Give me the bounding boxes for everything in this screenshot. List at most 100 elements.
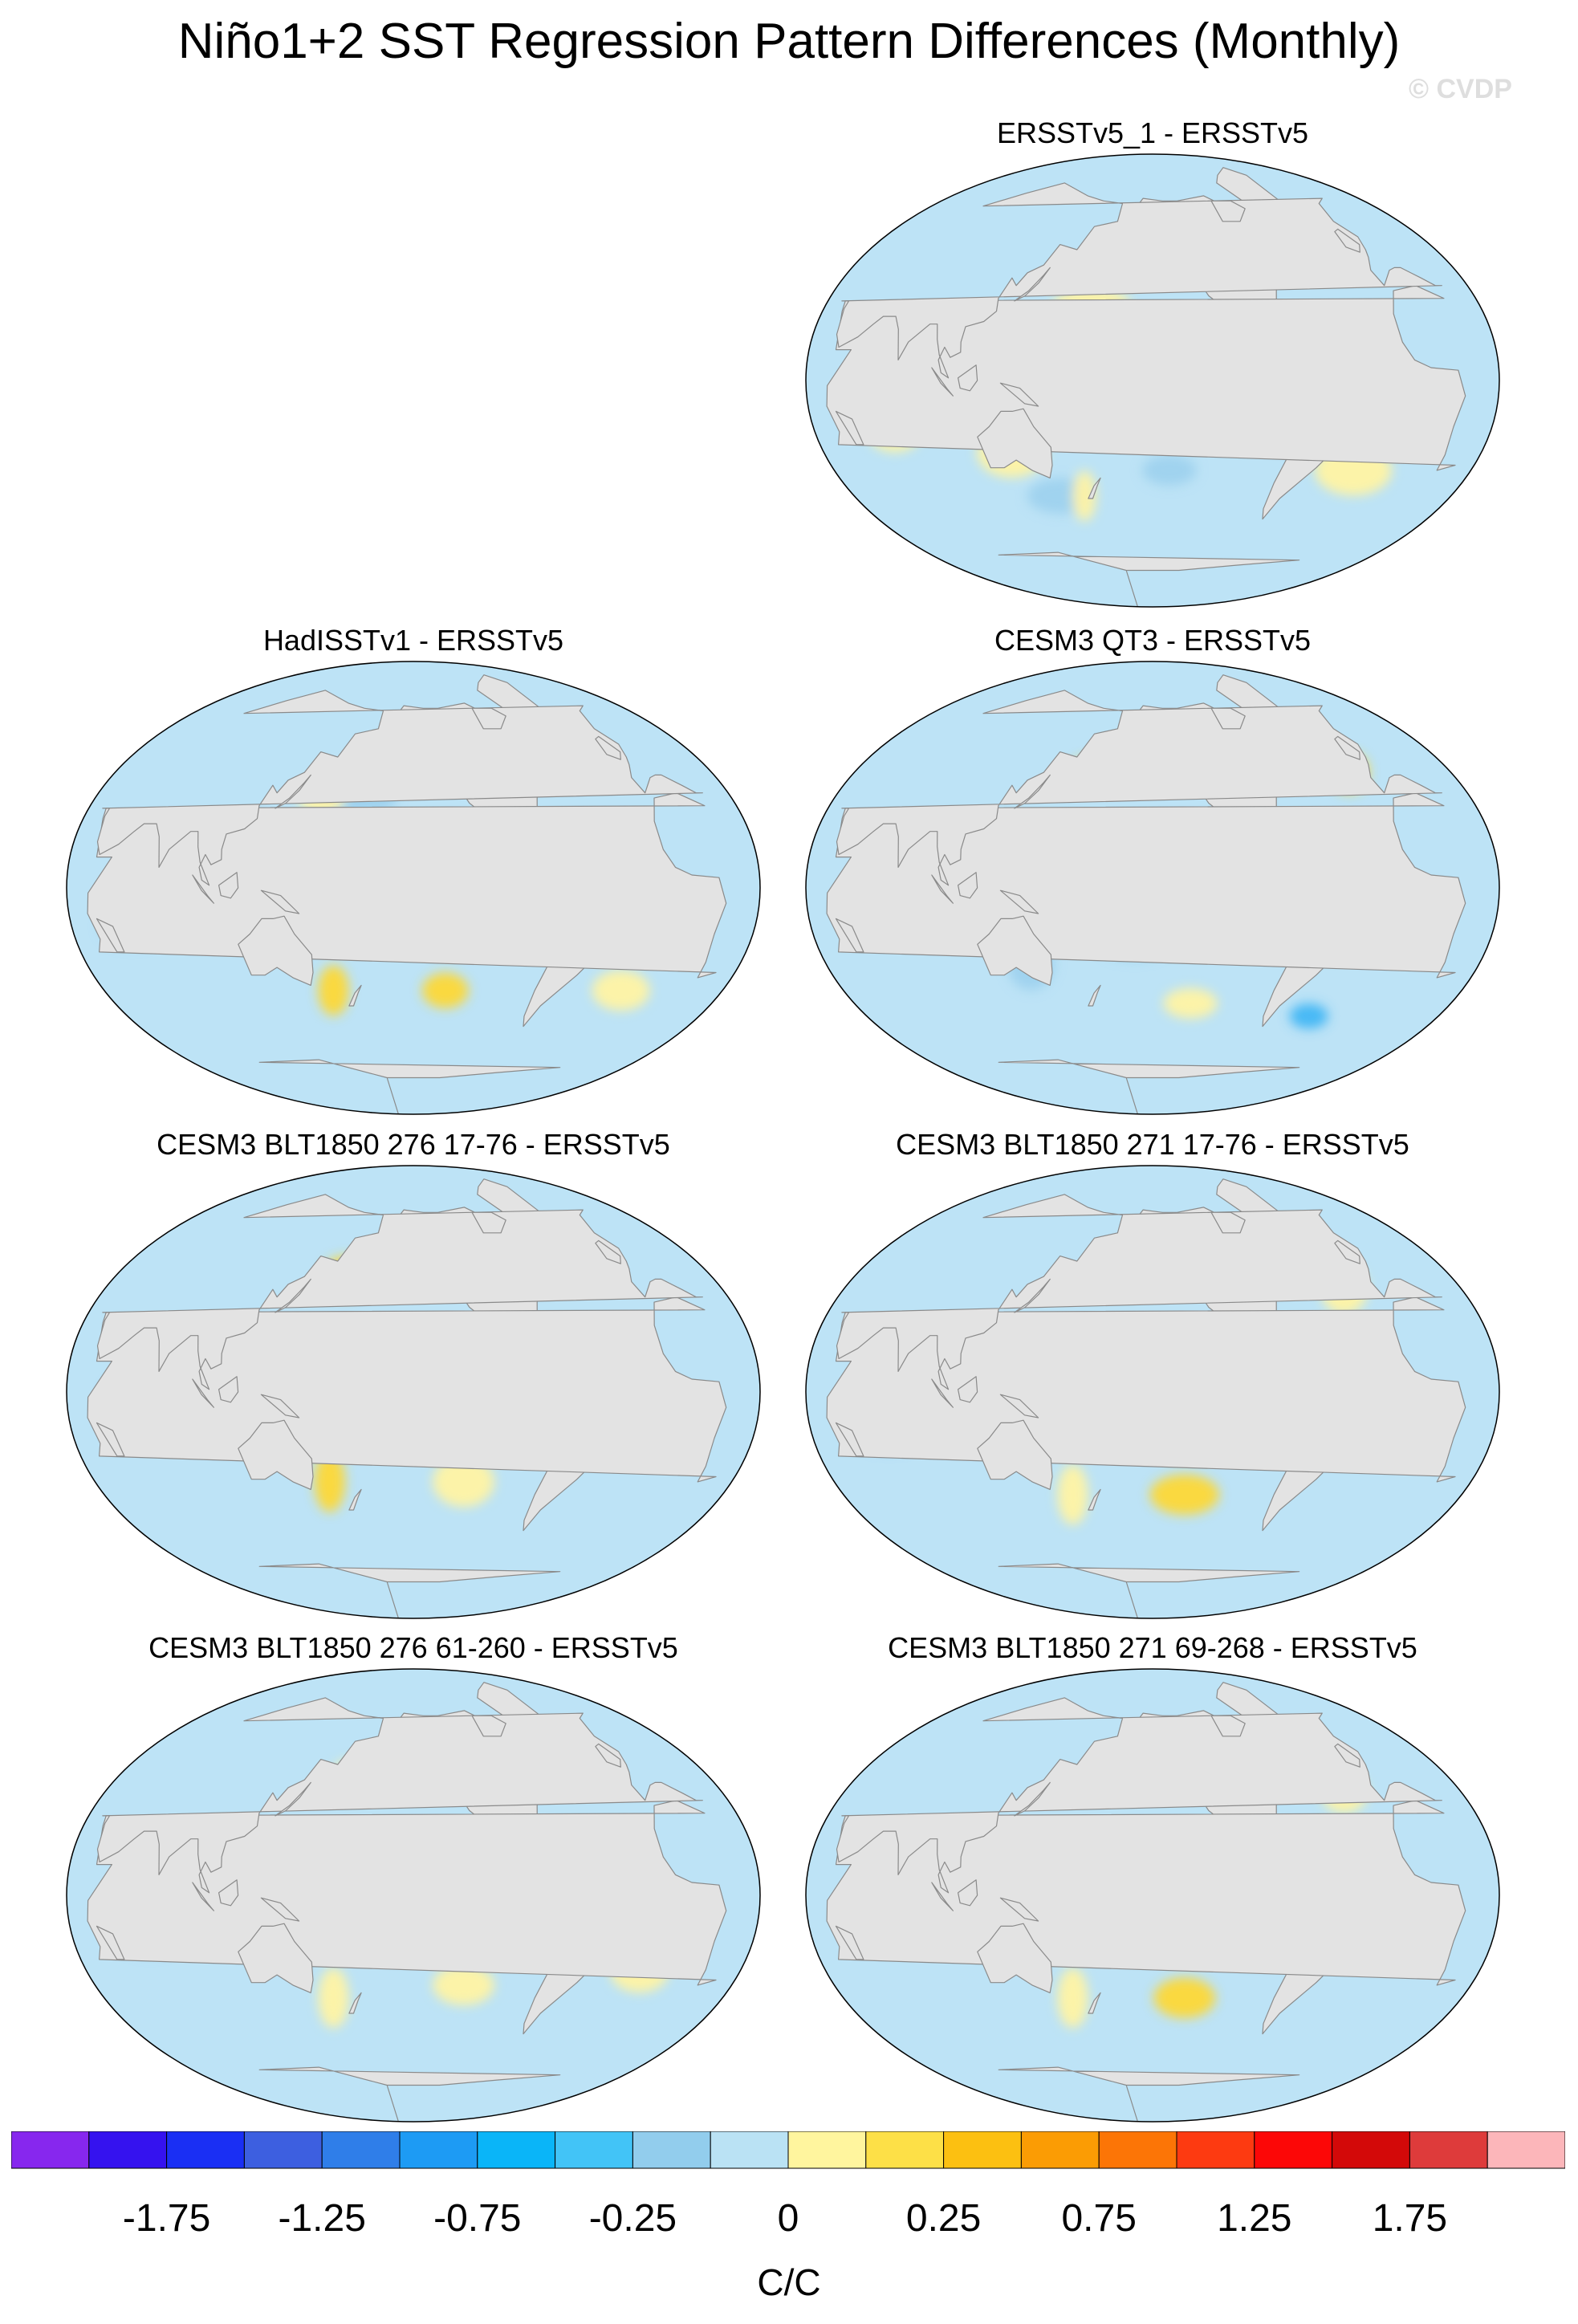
land-mass bbox=[192, 1378, 214, 1408]
colorbar-segment bbox=[1332, 2131, 1410, 2169]
colorbar-tick-label: -0.25 bbox=[589, 2197, 677, 2240]
colorbar-segment bbox=[166, 2131, 245, 2169]
land-mass bbox=[96, 1697, 703, 1894]
land-mass bbox=[931, 1882, 954, 1911]
land-mass bbox=[260, 1897, 300, 1922]
land-mass bbox=[192, 874, 214, 904]
colorbar-tick-label: -1.25 bbox=[278, 2197, 365, 2240]
colorbar-tick-label: 0.25 bbox=[906, 2197, 981, 2240]
land-mass bbox=[96, 1422, 125, 1457]
panel-title-6: CESM3 BLT1850 276 61-260 - ERSSTv5 bbox=[148, 1631, 678, 1664]
land-mass bbox=[258, 2066, 561, 2122]
land-mass bbox=[1014, 774, 1051, 809]
land-mass bbox=[218, 872, 239, 899]
land-mass bbox=[192, 1882, 214, 1911]
colorbar-tick-label: -1.75 bbox=[123, 2197, 210, 2240]
land-mass bbox=[1210, 1715, 1246, 1737]
map-panel-4: CESM3 BLT1850 276 17-76 - ERSSTv5 bbox=[60, 1130, 767, 1625]
land-mass bbox=[1334, 1239, 1360, 1264]
anomaly-region bbox=[1153, 1977, 1216, 2018]
land-mass bbox=[258, 1059, 561, 1114]
land-mass bbox=[931, 367, 954, 397]
map-panel-2: HadISSTv1 - ERSSTv5 bbox=[60, 626, 767, 1121]
land-mass bbox=[977, 915, 1053, 986]
land-mass bbox=[87, 1296, 727, 1483]
land-mass bbox=[826, 1296, 1466, 1483]
land-mass bbox=[1088, 1488, 1101, 1511]
land-mass bbox=[958, 872, 978, 899]
colorbar-segment bbox=[477, 2131, 556, 2169]
colorbar-segment bbox=[11, 2131, 90, 2169]
land-mass bbox=[348, 1992, 362, 2014]
land-mass bbox=[275, 1278, 311, 1313]
panel-title-2: HadISSTv1 - ERSSTv5 bbox=[262, 624, 564, 657]
land-mass bbox=[977, 408, 1053, 478]
robinson-map-2 bbox=[66, 661, 761, 1115]
land-mass bbox=[1334, 228, 1360, 253]
colorbar-segment bbox=[243, 2131, 323, 2169]
land-mass bbox=[836, 1697, 1442, 1894]
colorbar: -1.75 -1.25 -0.75 -0.25 0 0.25 0.75 1.25 1.75 bbox=[11, 2131, 1565, 2240]
land-mass bbox=[999, 1394, 1039, 1418]
colorbar-segment bbox=[632, 2131, 711, 2169]
land-mass bbox=[1210, 200, 1246, 222]
land-mass bbox=[96, 918, 125, 953]
land-mass bbox=[977, 1923, 1053, 1993]
colorbar-segment bbox=[88, 2131, 168, 2169]
land-mass bbox=[1014, 1781, 1051, 1817]
land-mass bbox=[836, 182, 1442, 379]
land-mass bbox=[931, 1378, 954, 1408]
land-mass bbox=[471, 1211, 506, 1234]
colorbar-tick-label: 1.25 bbox=[1217, 2197, 1291, 2240]
colorbar-segment bbox=[787, 2131, 867, 2169]
land-mass bbox=[1088, 984, 1101, 1007]
land-mass bbox=[238, 1923, 314, 1993]
land-mass bbox=[260, 1394, 300, 1418]
land-mass bbox=[958, 1879, 978, 1907]
land-mass bbox=[835, 918, 864, 953]
colorbar-segment bbox=[1098, 2131, 1177, 2169]
anomaly-region bbox=[1057, 1464, 1088, 1525]
anomaly-region bbox=[1142, 455, 1197, 486]
anomaly-region bbox=[1163, 988, 1218, 1019]
colorbar-tick-label: 0.75 bbox=[1061, 2197, 1136, 2240]
robinson-map-4 bbox=[66, 1165, 761, 1619]
land-mass bbox=[96, 1194, 703, 1390]
land-mass bbox=[1334, 1743, 1360, 1768]
land-mass bbox=[958, 364, 978, 392]
anomaly-region bbox=[433, 1964, 494, 2005]
anomaly-region bbox=[1057, 1968, 1088, 2029]
panel-title-4: CESM3 BLT1850 276 17-76 - ERSSTv5 bbox=[157, 1128, 670, 1161]
colorbar-segment bbox=[399, 2131, 478, 2169]
land-mass bbox=[258, 1563, 561, 1618]
land-mass bbox=[999, 889, 1039, 914]
land-mass bbox=[348, 984, 362, 1007]
robinson-map-6 bbox=[66, 1668, 761, 2123]
land-mass bbox=[1088, 1992, 1101, 2014]
map-border bbox=[66, 1165, 761, 1619]
land-mass bbox=[977, 1419, 1053, 1490]
map-border bbox=[66, 661, 761, 1115]
land-mass bbox=[1014, 1278, 1051, 1313]
colorbar-segment bbox=[1254, 2131, 1333, 2169]
land-mass bbox=[998, 1059, 1300, 1114]
robinson-map-3 bbox=[805, 661, 1500, 1115]
panel-title-1: ERSSTv5_1 - ERSSTv5 bbox=[996, 116, 1309, 149]
map-border bbox=[805, 1668, 1500, 2123]
land-mass bbox=[826, 285, 1466, 471]
colorbar-segment bbox=[943, 2131, 1022, 2169]
land-mass bbox=[595, 1743, 621, 1768]
land-mass bbox=[1088, 477, 1101, 499]
colorbar-segment bbox=[710, 2131, 789, 2169]
land-mass bbox=[595, 735, 621, 760]
anomaly-region bbox=[1289, 1003, 1328, 1029]
map-border bbox=[805, 661, 1500, 1115]
anomaly-region bbox=[314, 1451, 346, 1512]
panel-title-7: CESM3 BLT1850 271 69-268 - ERSSTv5 bbox=[888, 1631, 1417, 1664]
land-mass bbox=[998, 2066, 1300, 2122]
colorbar-tick-label: 0 bbox=[778, 2197, 799, 2240]
colorbar-segment bbox=[1409, 2131, 1488, 2169]
map-border bbox=[805, 153, 1500, 608]
anomaly-region bbox=[318, 1968, 349, 2029]
land-mass bbox=[836, 1194, 1442, 1390]
